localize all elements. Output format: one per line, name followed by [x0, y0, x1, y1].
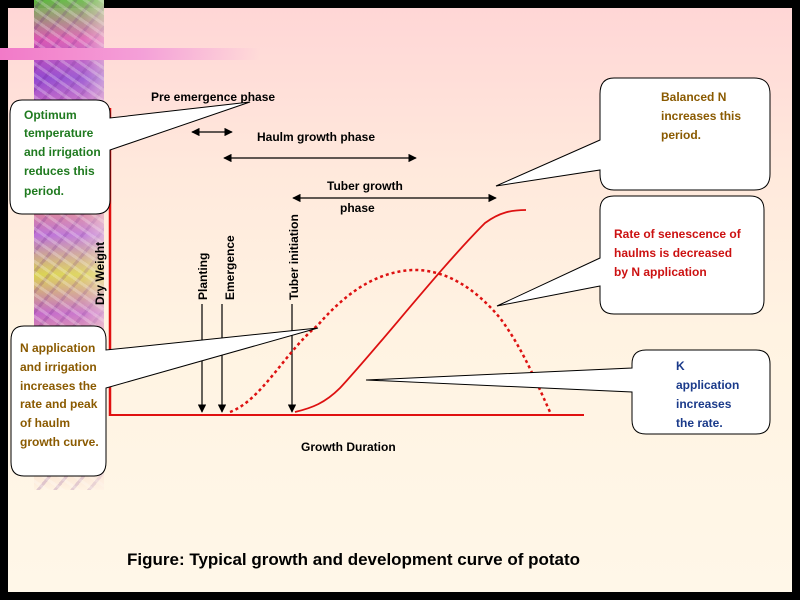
- callout-n-irrigation-text: N application and irrigation increases t…: [20, 341, 99, 449]
- callout-temperature-text: Optimum temperature and irrigation reduc…: [24, 108, 101, 198]
- callout-senescence-line-2: haulms is decreased: [614, 246, 732, 260]
- callout-temperature: [9, 99, 251, 215]
- callout-temperature-line-5: period.: [24, 184, 64, 198]
- callout-balanced-n: [495, 77, 771, 191]
- callout-temperature-line-2: temperature: [24, 126, 94, 140]
- callout-k-application: [365, 349, 771, 435]
- callout-k-application-line-1: K: [676, 359, 685, 373]
- y-axis-label: Dry Weight: [93, 242, 107, 305]
- callout-k-application-line-2: application: [676, 378, 739, 392]
- callout-balanced-n-text: Balanced N increases this period.: [661, 90, 741, 142]
- callout-n-irrigation-line-5: of haulm: [20, 416, 70, 430]
- tuber-initiation-label: Tuber initiation: [287, 214, 301, 300]
- callout-n-irrigation-line-6: growth curve.: [20, 435, 99, 449]
- callout-senescence-text: Rate of senescence of haulms is decrease…: [614, 227, 742, 279]
- decorative-pink-bar: [0, 48, 260, 60]
- callout-k-application-text: K application increases the rate.: [676, 359, 739, 430]
- callout-n-irrigation-line-1: N application: [20, 341, 95, 355]
- callout-balanced-n-line-1: Balanced N: [661, 90, 726, 104]
- tuber-growth-curve: [294, 209, 527, 413]
- callout-n-irrigation: [10, 325, 319, 477]
- emergence-label: Emergence: [223, 235, 237, 300]
- callout-balanced-n-line-3: period.: [661, 128, 701, 142]
- callout-balanced-n-line-2: increases this: [661, 109, 741, 123]
- pre-emergence-phase-label: Pre emergence phase: [151, 90, 275, 104]
- callout-temperature-line-4: reduces this: [24, 164, 95, 178]
- haulm-growth-phase-label: Haulm growth phase: [257, 130, 375, 144]
- planting-label: Planting: [196, 253, 210, 300]
- haulm-growth-curve: [229, 268, 552, 414]
- callout-senescence: [496, 195, 765, 315]
- callout-senescence-line-1: Rate of senescence of: [614, 227, 742, 241]
- x-axis-label: Growth Duration: [301, 440, 396, 454]
- callout-k-application-line-3: increases: [676, 397, 732, 411]
- callout-n-irrigation-line-3: increases the: [20, 379, 97, 393]
- callout-temperature-line-3: and irrigation: [24, 145, 101, 159]
- callout-n-irrigation-line-4: rate and peak: [20, 397, 98, 411]
- tuber-growth-phase-label-2: phase: [340, 201, 375, 215]
- callout-temperature-line-1: Optimum: [24, 108, 77, 122]
- tuber-growth-phase-label-1: Tuber growth: [327, 179, 403, 193]
- figure-caption: Figure: Typical growth and development c…: [127, 550, 580, 569]
- callout-senescence-line-3: by N application: [614, 265, 707, 279]
- callout-k-application-line-4: the rate.: [676, 416, 723, 430]
- callout-n-irrigation-line-2: and irrigation: [20, 360, 97, 374]
